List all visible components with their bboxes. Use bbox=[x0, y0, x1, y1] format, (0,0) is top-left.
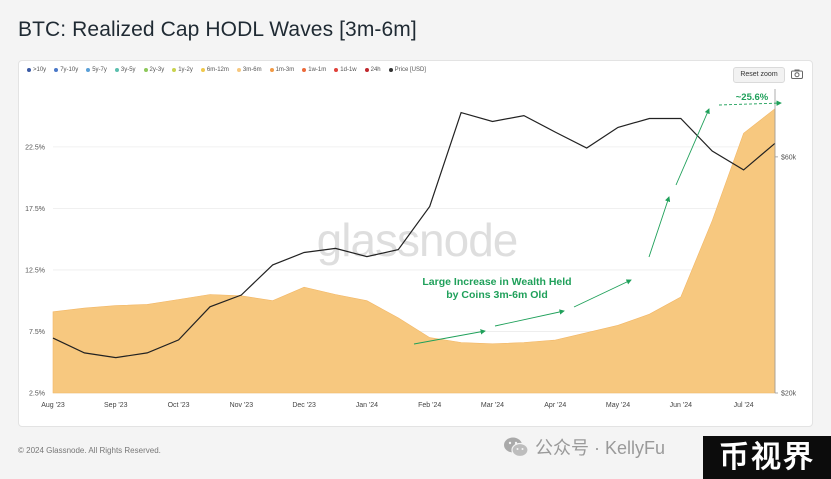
chart-svg: glassnode Aug '23 Sep '23 Oct '23 Nov '23 De… bbox=[25, 89, 797, 409]
legend-label: 1d-1w bbox=[340, 67, 357, 73]
x-tick-label: Jun '24 bbox=[670, 402, 692, 409]
legend-item-2[interactable]: 5y-7y bbox=[86, 67, 107, 73]
wechat-icon bbox=[504, 437, 529, 458]
x-axis-ticks: Aug '23 Sep '23 Oct '23 Nov '23 Dec '23 Jan '… bbox=[41, 402, 753, 409]
legend-dot bbox=[114, 68, 119, 72]
camera-icon[interactable] bbox=[791, 69, 803, 79]
legend-label: 6m-12m bbox=[206, 67, 229, 73]
x-tick-label: Nov '23 bbox=[230, 402, 254, 409]
legend-item-5[interactable]: 1y-2y bbox=[172, 67, 193, 73]
legend-dot bbox=[269, 68, 274, 72]
trend-arrow bbox=[648, 196, 671, 258]
trend-arrow bbox=[494, 309, 565, 327]
legend-item-8[interactable]: 1m-3m bbox=[269, 67, 295, 73]
y-axis-right-ticks: $20k $60k bbox=[775, 154, 797, 398]
x-tick-label: Feb '24 bbox=[418, 402, 441, 409]
annotation-pct: ~25.6% bbox=[736, 92, 769, 103]
legend-dot bbox=[27, 68, 31, 72]
legend-label: >10y bbox=[33, 67, 47, 73]
legend-item-4[interactable]: 2y-3y bbox=[143, 67, 165, 73]
legend-item-1[interactable]: 7y-10y bbox=[54, 67, 78, 73]
x-tick-label: Mar '24 bbox=[481, 402, 504, 409]
legend-label: 1y-2y bbox=[178, 67, 193, 73]
legend-dot bbox=[143, 68, 148, 72]
wechat-watermark: 公众号 · KellyFu bbox=[503, 434, 665, 460]
legend-label: 24h bbox=[370, 67, 381, 73]
y-left-tick-label: 2.5% bbox=[29, 391, 45, 398]
x-tick-label: Jan '24 bbox=[356, 402, 378, 409]
x-tick-label: Sep '23 bbox=[104, 402, 128, 409]
legend-label: 1m-3m bbox=[275, 67, 295, 73]
y-left-tick-label: 12.5% bbox=[25, 267, 45, 274]
legend-item-3[interactable]: 3y-5y bbox=[114, 67, 136, 73]
legend-item-10[interactable]: 1d-1w bbox=[334, 67, 357, 73]
trend-arrows bbox=[413, 100, 782, 345]
legend-dot bbox=[172, 68, 177, 72]
legend-label: Price [USD] bbox=[394, 67, 426, 73]
legend-dot bbox=[54, 68, 59, 72]
legend-dot bbox=[334, 68, 339, 72]
legend-item-0[interactable]: >10y bbox=[27, 67, 46, 73]
legend-label: 2y-3y bbox=[149, 67, 165, 73]
annotations: Large Increase in Wealth Held by Coins 3… bbox=[413, 92, 782, 345]
area-3m-6m bbox=[52, 108, 776, 394]
annotation-line2: by Coins 3m-6m Old bbox=[446, 289, 548, 301]
legend-item-9[interactable]: 1w-1m bbox=[302, 67, 326, 73]
legend-dot bbox=[364, 68, 369, 72]
legend-label: 7y-10y bbox=[60, 67, 79, 73]
legend-label: 1w-1m bbox=[308, 67, 327, 73]
legend-dot bbox=[302, 68, 307, 72]
legend-dot bbox=[86, 68, 91, 72]
legend-item-12[interactable]: Price [USD] bbox=[388, 67, 426, 73]
annotation-line1: Large Increase in Wealth Held bbox=[422, 276, 571, 288]
x-tick-label: Apr '24 bbox=[544, 402, 566, 409]
y-left-tick-label: 7.5% bbox=[29, 329, 45, 336]
y-left-tick-label: 22.5% bbox=[25, 144, 45, 151]
price-line bbox=[52, 111, 776, 359]
page-title: BTC: Realized Cap HODL Waves [3m-6m] bbox=[18, 18, 417, 41]
trend-arrow bbox=[573, 279, 632, 308]
y-right-tick-label: $20k bbox=[781, 391, 797, 398]
legend-item-6[interactable]: 6m-12m bbox=[200, 67, 229, 73]
copyright-footer: © 2024 Glassnode. All Rights Reserved. bbox=[18, 446, 161, 455]
wechat-text: 公众号 · KellyFu bbox=[535, 438, 666, 458]
chart-card: glassnode Aug '23 Sep '23 Oct '23 Nov '23 De… bbox=[18, 60, 813, 427]
y-left-tick-label: 17.5% bbox=[25, 206, 45, 213]
y-right-tick-label: $60k bbox=[781, 154, 797, 161]
x-tick-label: Aug '23 bbox=[41, 402, 65, 409]
trend-arrow bbox=[413, 329, 486, 345]
trend-arrow bbox=[675, 108, 710, 186]
legend-label: 5y-7y bbox=[92, 67, 107, 73]
legend-item-11[interactable]: 24h bbox=[364, 67, 381, 73]
legend: >10y 7y-10y 5y-7y 3y-5y 2y-3y 1y-2y 6m-12m 3m-6… bbox=[27, 67, 426, 73]
legend-dot bbox=[200, 68, 205, 72]
legend-item-7[interactable]: 3m-6m bbox=[236, 67, 262, 73]
legend-label: 3m-6m bbox=[242, 67, 262, 73]
watermark: glassnode bbox=[317, 214, 518, 266]
x-tick-label: May '24 bbox=[606, 402, 630, 409]
brand-badge: 币视界 bbox=[703, 436, 831, 479]
y-axis-left-ticks: 2.5% 7.5% 12.5% 17.5% 22.5% bbox=[25, 144, 45, 397]
legend-dot bbox=[388, 68, 393, 72]
legend-label: 3y-5y bbox=[120, 67, 136, 73]
x-tick-label: Dec '23 bbox=[292, 402, 316, 409]
x-tick-label: Jul '24 bbox=[734, 402, 754, 409]
x-tick-label: Oct '23 bbox=[168, 402, 190, 409]
legend-dot bbox=[236, 68, 241, 72]
reset-zoom-button[interactable]: Reset zoom bbox=[733, 67, 785, 83]
trend-arrow bbox=[718, 100, 782, 106]
